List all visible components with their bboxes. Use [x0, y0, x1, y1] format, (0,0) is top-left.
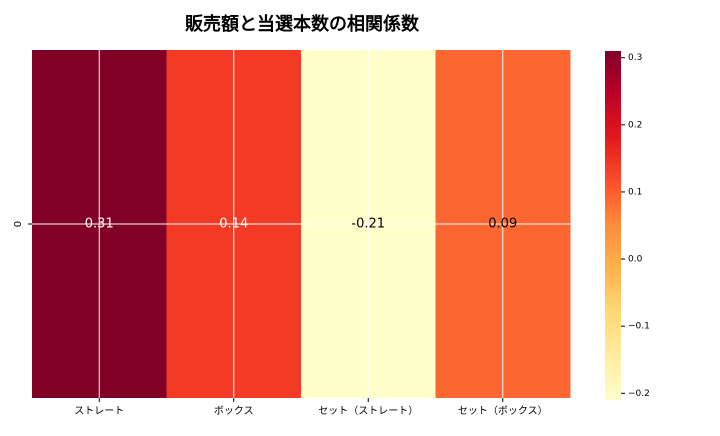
value-label: 0.31 [85, 217, 114, 232]
value-label: 0.09 [488, 217, 517, 232]
y-tick-label: 0 [13, 221, 24, 227]
colorbar-tick-label: −0.2 [628, 389, 650, 399]
colorbar-tick-label: −0.1 [628, 322, 650, 332]
colorbar-tick-label: 0.1 [628, 187, 642, 197]
colorbar [605, 51, 621, 400]
chart-title: 販売額と当選本数の相関係数 [185, 13, 420, 35]
colorbar-tick-label: 0.3 [628, 53, 642, 63]
x-tick-label: ボックス [214, 405, 254, 417]
value-label: -0.21 [351, 217, 385, 232]
x-tick-label: セット（ストレート） [318, 405, 418, 417]
colorbar-tick-label: 0.2 [628, 120, 642, 130]
colorbar-tick-label: 0.0 [628, 255, 643, 265]
x-tick-label: セット（ボックス） [458, 405, 548, 417]
x-tick-label: ストレート [74, 406, 124, 417]
value-label: 0.14 [219, 217, 248, 232]
